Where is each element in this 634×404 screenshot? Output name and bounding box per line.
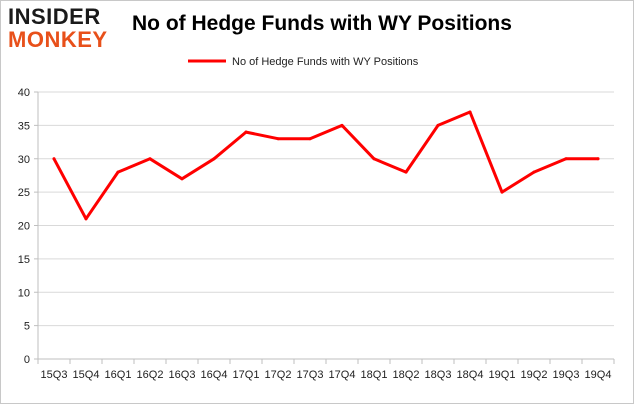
data-point-17Q3 (308, 137, 312, 141)
x-tick-label-17Q4: 17Q4 (329, 369, 356, 381)
chart-title: No of Hedge Funds with WY Positions (132, 12, 512, 35)
y-tick-label-0: 0 (24, 354, 30, 366)
logo-text-insider: INSIDER (8, 4, 101, 29)
y-tick-label-30: 30 (18, 154, 30, 166)
x-tick-label-16Q3: 16Q3 (169, 369, 196, 381)
data-point-19Q2 (532, 170, 536, 174)
data-point-17Q1 (244, 130, 248, 134)
series-line-0 (52, 110, 600, 221)
y-axis: 0 5 10 15 20 25 30 35 40 (18, 87, 39, 366)
data-point-19Q4 (596, 157, 600, 161)
x-tick-label-18Q1: 18Q1 (361, 369, 388, 381)
x-tick-label-18Q3: 18Q3 (425, 369, 452, 381)
data-point-17Q4 (340, 123, 344, 127)
x-tick-label-16Q2: 16Q2 (137, 369, 164, 381)
data-point-19Q3 (564, 157, 568, 161)
data-point-18Q3 (436, 123, 440, 127)
data-point-18Q1 (372, 157, 376, 161)
logo-text-monkey: MONKEY (8, 27, 108, 52)
insider-monkey-logo: INSIDER MONKEY (8, 6, 120, 51)
data-point-15Q4 (84, 217, 88, 221)
y-tick-label-35: 35 (18, 120, 30, 132)
x-tick-label-19Q2: 19Q2 (521, 369, 548, 381)
x-axis: 15Q3 15Q4 16Q1 16Q2 16Q3 16Q4 17Q1 17Q2 17Q3 17Q4… (37, 359, 615, 381)
data-point-18Q2 (404, 170, 408, 174)
data-point-16Q2 (148, 157, 152, 161)
x-tick-label-17Q1: 17Q1 (233, 369, 260, 381)
y-tick-label-40: 40 (18, 87, 30, 99)
legend: No of Hedge Funds with WY Positions (188, 56, 419, 68)
x-tick-label-18Q2: 18Q2 (393, 369, 420, 381)
x-tick-label-16Q1: 16Q1 (105, 369, 132, 381)
x-tick-label-19Q3: 19Q3 (553, 369, 580, 381)
legend-label: No of Hedge Funds with WY Positions (232, 56, 419, 68)
y-tick-label-5: 5 (24, 321, 30, 333)
data-point-19Q1 (500, 190, 504, 194)
x-tick-label-15Q3: 15Q3 (41, 369, 68, 381)
x-tick-label-15Q4: 15Q4 (73, 369, 100, 381)
x-tick-label-19Q1: 19Q1 (489, 369, 516, 381)
data-point-16Q1 (116, 170, 120, 174)
data-point-16Q3 (180, 177, 184, 181)
series-layer (52, 110, 600, 221)
data-point-18Q4 (468, 110, 472, 114)
x-tick-label-19Q4: 19Q4 (585, 369, 612, 381)
x-tick-label-17Q3: 17Q3 (297, 369, 324, 381)
y-tick-label-10: 10 (18, 287, 30, 299)
y-tick-label-20: 20 (18, 221, 30, 233)
data-point-15Q3 (52, 157, 56, 161)
data-point-17Q2 (276, 137, 280, 141)
x-tick-label-18Q4: 18Q4 (457, 369, 484, 381)
x-tick-label-16Q4: 16Q4 (201, 369, 228, 381)
x-tick-label-17Q2: 17Q2 (265, 369, 292, 381)
y-tick-label-25: 25 (18, 187, 30, 199)
data-point-16Q4 (212, 157, 216, 161)
y-tick-label-15: 15 (18, 254, 30, 266)
